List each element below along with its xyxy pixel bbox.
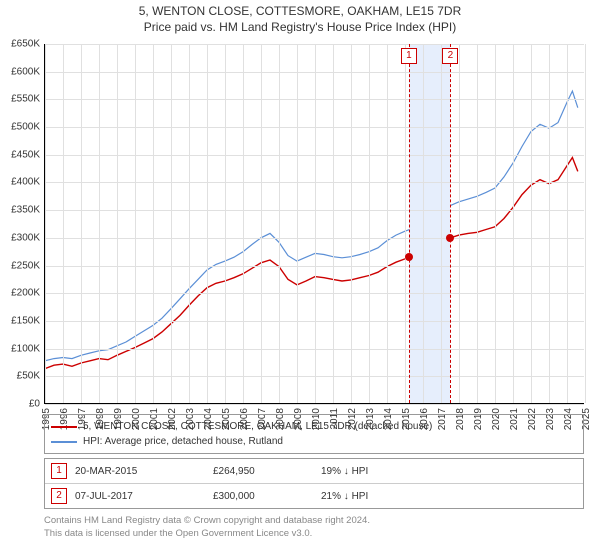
gridline-v bbox=[243, 44, 244, 403]
sale-pct: 21% ↓ HPI bbox=[321, 491, 577, 502]
sale-row-marker: 2 bbox=[51, 488, 67, 504]
sale-price: £300,000 bbox=[213, 491, 313, 502]
legend-swatch bbox=[51, 441, 77, 443]
gridline-v bbox=[495, 44, 496, 403]
gridline-v bbox=[153, 44, 154, 403]
legend-row: 5, WENTON CLOSE, COTTESMORE, OAKHAM, LE1… bbox=[51, 419, 577, 434]
sale-marker-box: 1 bbox=[401, 48, 417, 64]
gridline-v bbox=[513, 44, 514, 403]
y-tick-label: £450K bbox=[11, 149, 40, 160]
chart-container: 5, WENTON CLOSE, COTTESMORE, OAKHAM, LE1… bbox=[0, 0, 600, 560]
sale-dot bbox=[405, 253, 413, 261]
sale-row-marker: 1 bbox=[51, 463, 67, 479]
gridline-v bbox=[297, 44, 298, 403]
sale-price: £264,950 bbox=[213, 466, 313, 477]
gridline-v bbox=[135, 44, 136, 403]
series-price_paid bbox=[45, 158, 578, 369]
legend-label: 5, WENTON CLOSE, COTTESMORE, OAKHAM, LE1… bbox=[83, 419, 432, 434]
legend-row: HPI: Average price, detached house, Rutl… bbox=[51, 434, 577, 449]
y-tick-label: £600K bbox=[11, 66, 40, 77]
y-tick-label: £200K bbox=[11, 288, 40, 299]
gridline-v bbox=[171, 44, 172, 403]
sale-date: 07-JUL-2017 bbox=[75, 491, 205, 502]
gridline-v bbox=[261, 44, 262, 403]
chart-subtitle: Price paid vs. HM Land Registry's House … bbox=[0, 20, 600, 34]
sale-vline bbox=[450, 44, 451, 403]
gridline-v bbox=[207, 44, 208, 403]
y-tick-label: £150K bbox=[11, 315, 40, 326]
legend: 5, WENTON CLOSE, COTTESMORE, OAKHAM, LE1… bbox=[44, 414, 584, 454]
sale-row: 2 07-JUL-2017 £300,000 21% ↓ HPI bbox=[45, 483, 583, 508]
gridline-v bbox=[315, 44, 316, 403]
gridline-v bbox=[279, 44, 280, 403]
gridline-v bbox=[459, 44, 460, 403]
gridline-v bbox=[585, 44, 586, 403]
y-tick-label: £650K bbox=[11, 39, 40, 50]
gridline-v bbox=[189, 44, 190, 403]
y-tick-label: £0 bbox=[29, 399, 40, 410]
y-tick-label: £400K bbox=[11, 177, 40, 188]
gridline-v bbox=[117, 44, 118, 403]
gridline-h bbox=[45, 404, 584, 405]
chart-area: £0£50K£100K£150K£200K£250K£300K£350K£400… bbox=[44, 44, 584, 404]
footer-line1: Contains HM Land Registry data © Crown c… bbox=[44, 514, 584, 527]
y-tick-label: £50K bbox=[17, 371, 40, 382]
titles: 5, WENTON CLOSE, COTTESMORE, OAKHAM, LE1… bbox=[0, 0, 600, 34]
gridline-v bbox=[531, 44, 532, 403]
gridline-v bbox=[225, 44, 226, 403]
gridline-v bbox=[405, 44, 406, 403]
y-tick-label: £500K bbox=[11, 122, 40, 133]
plot-area: £0£50K£100K£150K£200K£250K£300K£350K£400… bbox=[44, 44, 584, 404]
y-tick-label: £350K bbox=[11, 205, 40, 216]
gridline-v bbox=[63, 44, 64, 403]
sale-dot bbox=[446, 234, 454, 242]
gridline-v bbox=[423, 44, 424, 403]
gridline-v bbox=[549, 44, 550, 403]
gridline-v bbox=[567, 44, 568, 403]
sales-table: 1 20-MAR-2015 £264,950 19% ↓ HPI 2 07-JUL-201… bbox=[44, 458, 584, 509]
gridline-v bbox=[333, 44, 334, 403]
y-tick-label: £250K bbox=[11, 260, 40, 271]
gridline-v bbox=[477, 44, 478, 403]
y-tick-label: £100K bbox=[11, 343, 40, 354]
gridline-v bbox=[81, 44, 82, 403]
sale-row: 1 20-MAR-2015 £264,950 19% ↓ HPI bbox=[45, 459, 583, 483]
chart-title: 5, WENTON CLOSE, COTTESMORE, OAKHAM, LE1… bbox=[0, 4, 600, 18]
gridline-v bbox=[99, 44, 100, 403]
sale-vline bbox=[409, 44, 410, 403]
sale-pct: 19% ↓ HPI bbox=[321, 466, 577, 477]
gridline-v bbox=[45, 44, 46, 403]
gridline-v bbox=[369, 44, 370, 403]
gridline-v bbox=[387, 44, 388, 403]
footer-line2: This data is licensed under the Open Gov… bbox=[44, 527, 584, 540]
y-tick-label: £300K bbox=[11, 232, 40, 243]
legend-label: HPI: Average price, detached house, Rutl… bbox=[83, 434, 283, 449]
gridline-v bbox=[351, 44, 352, 403]
legend-swatch bbox=[51, 426, 77, 428]
footer: Contains HM Land Registry data © Crown c… bbox=[44, 514, 584, 540]
sale-date: 20-MAR-2015 bbox=[75, 466, 205, 477]
sale-marker-box: 2 bbox=[442, 48, 458, 64]
y-tick-label: £550K bbox=[11, 94, 40, 105]
gridline-v bbox=[441, 44, 442, 403]
